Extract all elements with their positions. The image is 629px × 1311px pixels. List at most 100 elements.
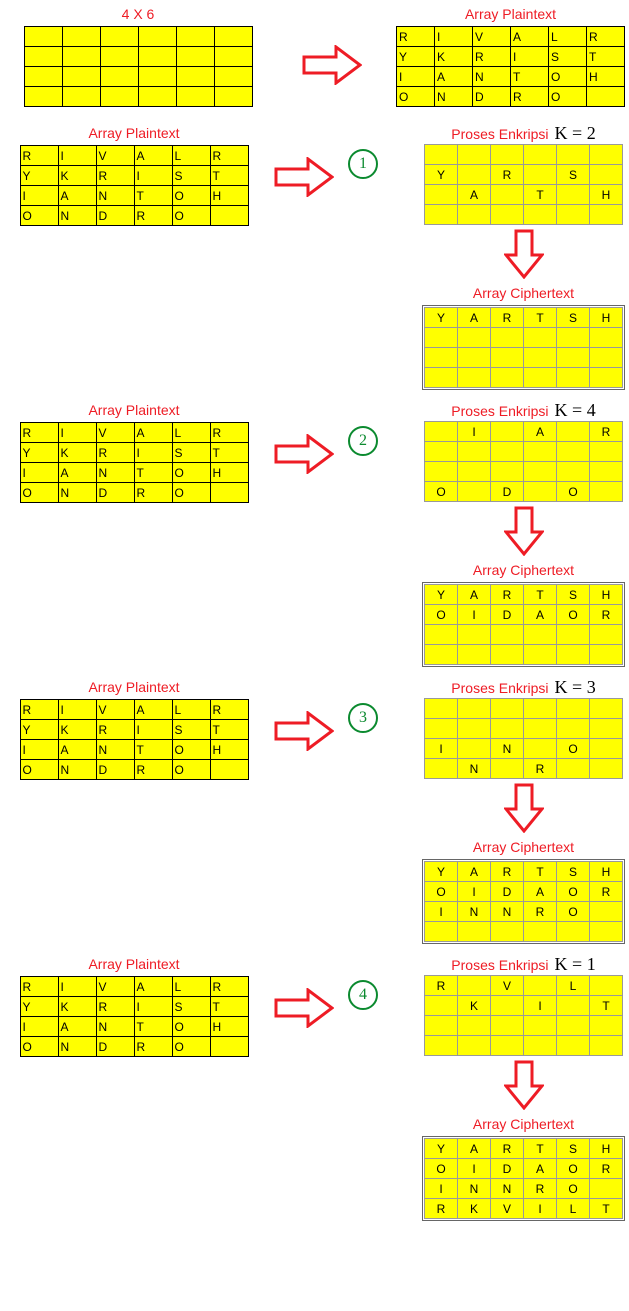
- cell: [491, 462, 524, 482]
- cell: S: [172, 443, 210, 463]
- plaintext-grid: RIVALRYKRISTIANTOHONDRO: [20, 145, 249, 226]
- cell: [491, 328, 524, 348]
- cell: [524, 145, 557, 165]
- cell: N: [458, 902, 491, 922]
- cell: R: [524, 1179, 557, 1199]
- cell: [458, 1016, 491, 1036]
- cell: R: [524, 759, 557, 779]
- cell: I: [134, 720, 172, 740]
- cell: S: [172, 166, 210, 186]
- cell: I: [134, 443, 172, 463]
- plaintext-grid: RIVALRYKRISTIANTOHONDRO: [20, 422, 249, 503]
- arrow-down-icon: [504, 229, 544, 279]
- cell: [491, 422, 524, 442]
- cell: [590, 719, 623, 739]
- cell: [557, 462, 590, 482]
- cell: R: [491, 585, 524, 605]
- cell: [210, 206, 248, 226]
- k-value: K = 2: [555, 123, 596, 144]
- cell: [425, 625, 458, 645]
- plaintext-grid: RIVALRYKRISTIANTOHONDRO: [20, 699, 249, 780]
- cell: H: [210, 1017, 248, 1037]
- cell: [458, 482, 491, 502]
- cell: T: [210, 720, 248, 740]
- cell: [557, 368, 590, 388]
- cell: [590, 205, 623, 225]
- cell: [590, 442, 623, 462]
- cell: [587, 87, 625, 107]
- cell: N: [96, 186, 134, 206]
- cell: [425, 145, 458, 165]
- cell: R: [590, 422, 623, 442]
- cell: O: [425, 482, 458, 502]
- cell: H: [210, 186, 248, 206]
- cell: Y: [20, 720, 58, 740]
- cell: O: [20, 760, 58, 780]
- cell: [425, 205, 458, 225]
- cell: Y: [20, 166, 58, 186]
- cell: O: [557, 605, 590, 625]
- arrow-right-icon: [274, 157, 334, 197]
- cell: I: [425, 1179, 458, 1199]
- cell: A: [134, 700, 172, 720]
- cell: [458, 625, 491, 645]
- cell: [425, 699, 458, 719]
- cell: I: [134, 997, 172, 1017]
- cell: S: [557, 308, 590, 328]
- cell: [590, 165, 623, 185]
- cell: T: [524, 1139, 557, 1159]
- cell: O: [425, 882, 458, 902]
- cell: T: [210, 997, 248, 1017]
- cell: O: [549, 67, 587, 87]
- cell: [491, 719, 524, 739]
- cell: [458, 976, 491, 996]
- cell: [100, 87, 138, 107]
- cell: [491, 645, 524, 665]
- cell: [590, 739, 623, 759]
- cell: [524, 699, 557, 719]
- cell: R: [524, 902, 557, 922]
- cell: A: [458, 185, 491, 205]
- cell: I: [524, 996, 557, 1016]
- cell: [557, 699, 590, 719]
- cell: [557, 1036, 590, 1056]
- cell: [524, 625, 557, 645]
- cell: [491, 1016, 524, 1036]
- cell: T: [210, 443, 248, 463]
- cell: [557, 422, 590, 442]
- cell: O: [172, 1017, 210, 1037]
- cell: [524, 1036, 557, 1056]
- cell: [214, 47, 252, 67]
- cell: S: [557, 585, 590, 605]
- cell: D: [491, 482, 524, 502]
- cell: [458, 1036, 491, 1056]
- cell: [458, 328, 491, 348]
- cell: A: [134, 423, 172, 443]
- dim-title: 4 X 6: [122, 6, 155, 22]
- cell: T: [590, 996, 623, 1016]
- cell: R: [20, 700, 58, 720]
- cell: [491, 1036, 524, 1056]
- cell: [590, 976, 623, 996]
- cell: N: [96, 740, 134, 760]
- cell: L: [172, 700, 210, 720]
- cell: N: [58, 206, 96, 226]
- cell: A: [58, 463, 96, 483]
- cell: [100, 27, 138, 47]
- cell: N: [96, 1017, 134, 1037]
- cell: [491, 759, 524, 779]
- cell: R: [20, 146, 58, 166]
- cell: D: [491, 882, 524, 902]
- cell: O: [557, 882, 590, 902]
- cell: V: [473, 27, 511, 47]
- cell: N: [435, 87, 473, 107]
- proses-grid: YRSATH: [424, 144, 623, 225]
- cell: I: [397, 67, 435, 87]
- cell: R: [134, 1037, 172, 1057]
- cell: O: [172, 1037, 210, 1057]
- cell: L: [557, 1199, 590, 1219]
- cell: I: [20, 463, 58, 483]
- cell: [458, 719, 491, 739]
- cell: A: [524, 1159, 557, 1179]
- cell: [590, 462, 623, 482]
